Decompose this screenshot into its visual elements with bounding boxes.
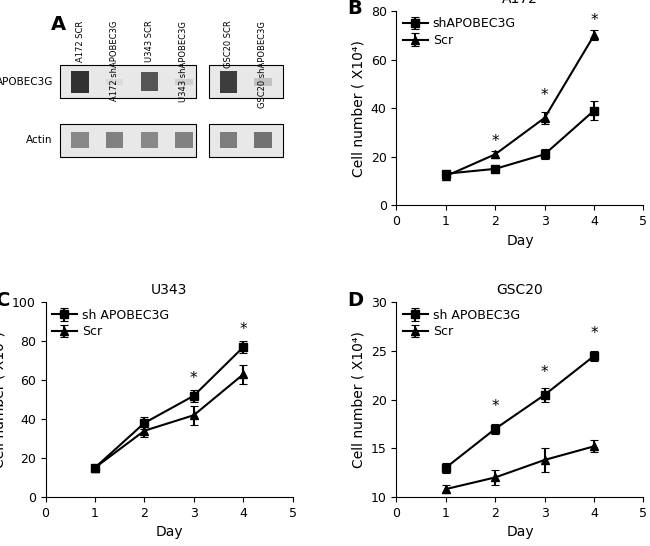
Text: Actin: Actin [27,135,53,145]
FancyBboxPatch shape [72,132,89,149]
Text: U343 shAPOBEC3G: U343 shAPOBEC3G [179,21,188,102]
Text: *: * [239,323,247,337]
FancyBboxPatch shape [254,132,272,149]
Legend: shAPOBEC3G, Scr: shAPOBEC3G, Scr [402,17,515,47]
Text: *: * [541,88,549,103]
Text: GSC20 SCR: GSC20 SCR [224,21,233,68]
FancyBboxPatch shape [140,132,158,149]
Title: GSC20: GSC20 [497,283,543,297]
Y-axis label: Cell number ( X10⁴): Cell number ( X10⁴) [351,331,365,468]
Text: GSC20 shAPOBEC3G: GSC20 shAPOBEC3G [259,21,267,108]
Title: U343: U343 [151,283,187,297]
FancyBboxPatch shape [254,78,272,86]
Legend: sh APOBEC3G, Scr: sh APOBEC3G, Scr [52,308,169,339]
Text: *: * [590,327,598,341]
Text: B: B [347,0,361,18]
Text: A172 SCR: A172 SCR [75,21,84,62]
Text: U343 SCR: U343 SCR [145,21,154,62]
FancyBboxPatch shape [60,66,196,98]
FancyBboxPatch shape [220,71,237,93]
FancyBboxPatch shape [176,79,192,85]
Legend: sh APOBEC3G, Scr: sh APOBEC3G, Scr [402,308,520,339]
Text: *: * [190,371,198,386]
Text: D: D [347,291,363,310]
X-axis label: Day: Day [155,525,183,539]
FancyBboxPatch shape [140,73,158,91]
FancyBboxPatch shape [106,79,124,85]
FancyBboxPatch shape [106,132,124,149]
FancyBboxPatch shape [220,132,237,149]
Text: C: C [0,291,10,310]
Text: *: * [541,365,549,380]
Title: A172: A172 [502,0,538,5]
FancyBboxPatch shape [60,123,196,157]
Text: A: A [51,15,66,34]
Text: *: * [491,399,499,414]
X-axis label: Day: Day [506,525,534,539]
FancyBboxPatch shape [72,70,89,93]
FancyBboxPatch shape [176,132,192,149]
Y-axis label: Cell number ( X10⁴): Cell number ( X10⁴) [0,331,6,468]
Text: *: * [491,134,499,150]
Y-axis label: Cell number ( X10⁴): Cell number ( X10⁴) [351,40,365,176]
Text: *: * [590,13,598,28]
FancyBboxPatch shape [209,123,283,157]
X-axis label: Day: Day [506,234,534,247]
FancyBboxPatch shape [209,66,283,98]
Text: A172 shAPOBEC3G: A172 shAPOBEC3G [111,21,119,101]
Text: APOBEC3G: APOBEC3G [0,77,53,87]
